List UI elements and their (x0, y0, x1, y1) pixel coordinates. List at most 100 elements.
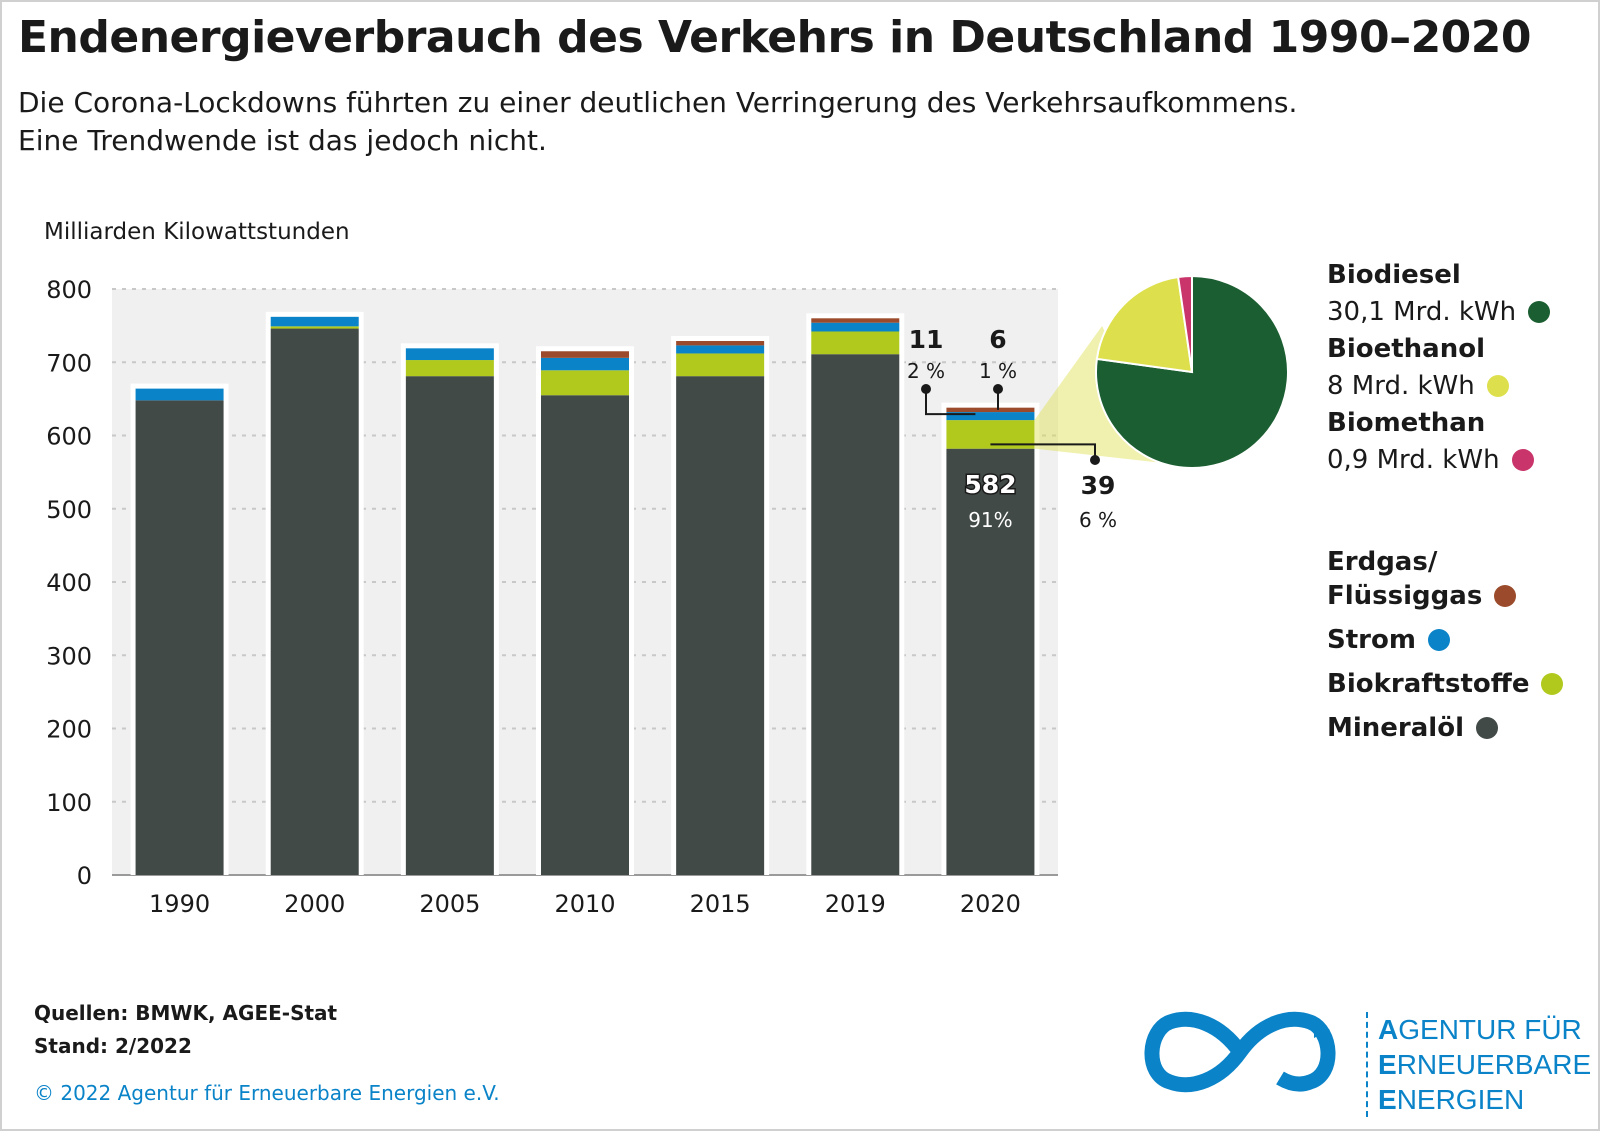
logo-line-1-rest: GENTUR FÜR (1398, 1014, 1582, 1045)
erdgas-percent-label: 1 % (979, 359, 1017, 383)
bar-legend-biokraftstoffe: Biokraftstoffe (1327, 667, 1564, 701)
logo-line-2-initial: E (1378, 1049, 1397, 1080)
bar-segment-mineralöl (811, 354, 900, 875)
legend-row: Strom (1327, 623, 1450, 657)
sources-note: Quellen: BMWK, AGEE-Stat (34, 1001, 338, 1025)
y-tick-label: 100 (46, 789, 92, 817)
subtitle-line-1: Die Corona-Lockdowns führten zu einer de… (18, 86, 1298, 119)
legend-value: 0,9 Mrd. kWh (1327, 445, 1500, 475)
logo-line-3: ENERGIEN (1378, 1082, 1591, 1117)
strom-value-label: 11 (909, 325, 944, 354)
legend-name: Biodiesel (1327, 260, 1461, 290)
bar-segment-biokraftstoffe (676, 353, 765, 377)
chart-title: Endenergieverbrauch des Verkehrs in Deut… (18, 12, 1532, 63)
x-tick-label: 2010 (554, 890, 615, 918)
bar-legend-strom: Strom (1327, 623, 1450, 657)
biokraftstoffe-leader-line (990, 443, 1096, 460)
legend-row: Mineralöl (1327, 711, 1498, 745)
bar-segment-biokraftstoffe (405, 360, 494, 377)
strom-leader-line (925, 389, 976, 416)
mineraloel-swatch-icon (1475, 717, 1498, 739)
erdgas-swatch-icon (1494, 585, 1517, 607)
y-tick-label: 700 (46, 349, 92, 377)
y-tick-label: 300 (46, 642, 92, 670)
legend-name: Biokraftstoffe (1327, 669, 1530, 699)
strom-percent-label: 2 % (907, 359, 945, 383)
bar-segment-erdgas-flüssiggas (946, 407, 1035, 413)
chart-subtitle: Die Corona-Lockdowns führten zu einer de… (18, 84, 1297, 160)
aee-logo: AGENTUR FÜR ERNEUERBARE ENERGIEN (1140, 1002, 1591, 1117)
legend-name-line1: Erdgas/ (1327, 547, 1438, 577)
bar-segment-biokraftstoffe (541, 370, 629, 396)
x-tick-label: 2020 (960, 890, 1021, 918)
bar-segment-strom (541, 357, 629, 371)
bar-segment-erdgas-flüssiggas (541, 351, 629, 358)
x-tick-label: 2005 (419, 890, 480, 918)
y-tick-label: 200 (46, 716, 92, 744)
biokraftstoffe-leader-dot (1090, 455, 1100, 465)
bar-segment-mineralöl (270, 328, 359, 875)
y-tick-label: 400 (46, 569, 92, 597)
legend-name-line2-row: Flüssiggas (1327, 579, 1517, 613)
y-axis-label: Milliarden Kilowattstunden (44, 219, 350, 245)
y-tick-label: 0 (77, 862, 92, 890)
bar-segment-strom (811, 322, 900, 332)
bar-segment-mineralöl (405, 376, 494, 875)
bar-segment-mineralöl (541, 395, 629, 875)
biokraftstoffe-value-label: 39 (1081, 471, 1116, 500)
logo-line-2-rest: RNEUERBARE (1396, 1049, 1592, 1080)
pie-slice-biomethan (1176, 274, 1193, 373)
bar-segment-erdgas-flüssiggas (676, 341, 765, 346)
bar-legend-erdgas: Erdgas/ Flüssiggas (1327, 545, 1517, 613)
infinity-logo-icon (1144, 1011, 1336, 1093)
biomethan-swatch-icon (1511, 449, 1534, 471)
bar-segment-strom (676, 345, 765, 354)
legend-value-row: 0,9 Mrd. kWh (1327, 440, 1534, 480)
bar-legend-mineraloel: Mineralöl (1327, 711, 1498, 745)
strom-leader-dot (921, 384, 931, 394)
legend-name: Strom (1327, 625, 1416, 655)
x-tick-label: 2000 (284, 890, 345, 918)
bar-segment-strom (946, 412, 1035, 421)
bar-segment-mineralöl (946, 448, 1035, 875)
bar-segment-mineralöl (135, 400, 224, 875)
biodiesel-swatch-icon (1528, 301, 1551, 323)
mineraloel-value-label: 582 (964, 470, 1016, 499)
x-tick-label: 1990 (149, 890, 210, 918)
y-tick-label: 800 (46, 276, 92, 304)
legend-row: Biokraftstoffe (1327, 667, 1564, 701)
logo-wordmark: AGENTUR FÜR ERNEUERBARE ENERGIEN (1366, 1012, 1591, 1117)
y-tick-label: 600 (46, 423, 92, 451)
copyright-note: © 2022 Agentur für Erneuerbare Energien … (34, 1081, 500, 1105)
logo-line-1-initial: A (1378, 1014, 1399, 1045)
x-tick-label: 2015 (690, 890, 751, 918)
strom-swatch-icon (1427, 629, 1450, 651)
legend-name: Bioethanol (1327, 334, 1485, 364)
pie-legend-biomethan: Biomethan 0,9 Mrd. kWh (1327, 406, 1534, 480)
bioethanol-swatch-icon (1486, 375, 1509, 397)
y-tick-label: 500 (46, 496, 92, 524)
x-tick-label: 2019 (825, 890, 886, 918)
legend-name: Mineralöl (1327, 713, 1464, 743)
pie-legend-bioethanol: Bioethanol 8 Mrd. kWh (1327, 332, 1509, 406)
bar-segment-strom (405, 348, 494, 361)
logo-line-1: AGENTUR FÜR (1378, 1012, 1591, 1047)
date-note: Stand: 2/2022 (34, 1034, 192, 1058)
legend-name: Biomethan (1327, 408, 1486, 438)
logo-line-3-rest: NERGIEN (1396, 1084, 1525, 1115)
pie-slice-bioethanol (1095, 275, 1194, 374)
legend-value-row: 30,1 Mrd. kWh (1327, 292, 1551, 332)
bar-segment-erdgas-flüssiggas (811, 318, 900, 323)
bar-segment-mineralöl (676, 376, 765, 875)
bar-segment-strom (135, 388, 224, 401)
bar-segment-biokraftstoffe (270, 326, 359, 329)
erdgas-value-label: 6 (989, 325, 1006, 354)
legend-value-row: 8 Mrd. kWh (1327, 366, 1509, 406)
legend-value: 30,1 Mrd. kWh (1327, 297, 1517, 327)
logo-line-2: ERNEUERBARE (1378, 1047, 1591, 1082)
biokraftstoffe-swatch-icon (1541, 673, 1564, 695)
legend-name-line2: Flüssiggas (1327, 581, 1483, 611)
pie-legend-biodiesel: Biodiesel 30,1 Mrd. kWh (1327, 258, 1551, 332)
